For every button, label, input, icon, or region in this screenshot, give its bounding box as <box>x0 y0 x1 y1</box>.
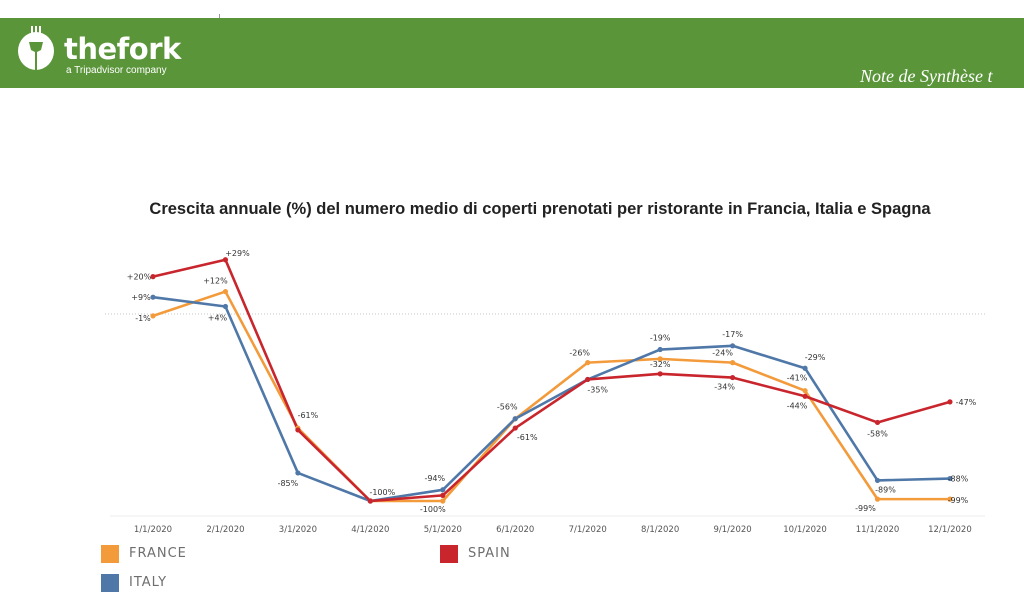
data-label-italy: -85% <box>278 479 299 488</box>
data-label-spain: +20% <box>127 273 152 282</box>
data-label-italy: -17% <box>722 330 743 339</box>
legend-label-france: FRANCE <box>129 546 187 561</box>
data-label-italy: +9% <box>131 293 151 302</box>
data-label-france: -1% <box>135 314 151 323</box>
brand-name: thefork <box>64 32 181 66</box>
data-label-italy: -89% <box>875 485 896 494</box>
data-label-spain: -47% <box>956 398 977 407</box>
header-banner: Note de Synthèse t <box>0 18 1024 88</box>
brand-tagline: a Tripadvisor company <box>66 65 167 76</box>
data-point-spain <box>222 257 229 263</box>
data-label-france: -99% <box>855 504 876 513</box>
x-tick-label: 11/1/2020 <box>856 525 900 535</box>
data-point-spain <box>295 427 301 433</box>
x-tick-label: 12/1/2020 <box>928 525 972 535</box>
data-point-italy <box>440 487 446 493</box>
legend-swatch-france <box>101 545 119 563</box>
data-label-spain: -100% <box>369 488 395 497</box>
data-point-spain <box>802 393 808 399</box>
thefork-logo[interactable]: thefork a Tripadvisor company <box>16 24 216 76</box>
data-point-spain <box>440 492 446 498</box>
series-line-france <box>152 290 950 503</box>
document-title: Note de Synthèse t <box>860 66 993 86</box>
data-point-spain <box>150 274 156 280</box>
data-label-italy: -94% <box>424 474 445 483</box>
data-label-spain: -44% <box>787 401 808 410</box>
data-point-italy <box>512 416 518 422</box>
x-tick-label: 2/1/2020 <box>206 525 244 535</box>
data-label-italy: -88% <box>948 475 969 484</box>
x-tick-label: 4/1/2020 <box>351 525 389 535</box>
x-tick-label: 3/1/2020 <box>279 525 317 535</box>
data-point-spain <box>367 498 373 504</box>
data-label-spain: -34% <box>714 383 735 392</box>
x-tick-label: 5/1/2020 <box>424 525 462 535</box>
data-point-spain <box>730 374 736 381</box>
data-label-italy: -19% <box>650 334 671 343</box>
data-point-spain <box>874 419 881 426</box>
data-point-italy <box>730 343 736 349</box>
legend-label-italy: ITALY <box>129 575 168 590</box>
fork-icon <box>18 26 54 70</box>
x-tick-label: 6/1/2020 <box>496 525 534 535</box>
legend-label-spain: SPAIN <box>468 546 511 561</box>
x-tick-label: 9/1/2020 <box>714 525 752 535</box>
data-label-spain: +29% <box>225 249 250 258</box>
data-point-france <box>585 360 591 366</box>
data-label-france: -26% <box>569 349 590 358</box>
data-point-france <box>657 356 663 362</box>
data-label-italy: +4% <box>208 314 228 323</box>
data-point-italy <box>874 477 881 484</box>
legend-swatch-italy <box>101 574 119 592</box>
data-label-france: -100% <box>420 505 446 514</box>
x-tick-label: 8/1/2020 <box>641 525 679 535</box>
data-point-italy <box>222 303 229 310</box>
data-label-spain: -58% <box>867 429 888 438</box>
data-point-france <box>150 313 156 319</box>
data-point-spain <box>585 376 591 383</box>
data-label-italy: -56% <box>497 403 518 412</box>
x-tick-label: 10/1/2020 <box>783 525 827 535</box>
data-label-spain: -32% <box>650 360 671 369</box>
series-line-italy <box>152 295 950 503</box>
data-point-france <box>947 496 953 502</box>
series-line-spain <box>152 258 951 503</box>
data-point-france <box>802 388 808 394</box>
x-tick-label: 1/1/2020 <box>134 525 172 535</box>
data-label-france: -24% <box>712 349 733 358</box>
data-point-france <box>874 496 881 502</box>
data-point-france <box>440 498 446 504</box>
top-strip <box>0 0 1024 18</box>
data-point-spain <box>947 399 953 405</box>
data-label-spain: -35% <box>587 385 608 394</box>
x-tick-label: 7/1/2020 <box>569 525 607 535</box>
data-label-spain: -61% <box>517 433 538 442</box>
data-point-italy <box>657 346 663 353</box>
data-label-france: -99% <box>948 496 969 505</box>
data-point-spain <box>657 371 663 377</box>
legend-swatch-spain <box>440 545 458 563</box>
data-point-spain <box>512 425 518 431</box>
data-label-france: +12% <box>203 277 228 286</box>
data-point-italy <box>947 475 953 482</box>
data-point-italy <box>150 294 156 300</box>
data-point-italy <box>295 470 301 476</box>
data-label-italy: -29% <box>805 353 826 362</box>
data-label-spain: -61% <box>298 411 319 420</box>
data-label-france: -41% <box>787 374 808 383</box>
data-point-france <box>730 360 736 366</box>
data-point-france <box>222 288 229 295</box>
data-point-italy <box>802 365 808 371</box>
chart-title: Crescita annuale (%) del numero medio di… <box>149 200 931 218</box>
